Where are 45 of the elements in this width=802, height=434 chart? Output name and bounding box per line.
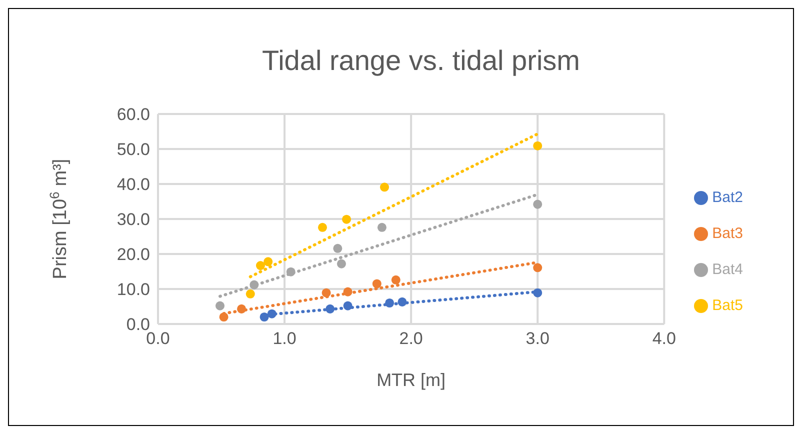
- legend-label: Bat2: [712, 188, 743, 206]
- y-tick-label: 40.0: [116, 175, 150, 194]
- chart-title: Tidal range vs. tidal prism: [261, 45, 581, 77]
- x-tick-label: 4.0: [652, 329, 676, 348]
- y-tick-label: 20.0: [116, 245, 150, 264]
- point: [256, 261, 266, 270]
- x-tick-label: 2.0: [399, 329, 423, 348]
- point: [219, 312, 228, 322]
- y-tick-label: 10.0: [116, 280, 150, 300]
- point: [336, 259, 346, 268]
- point: [246, 289, 255, 298]
- x-tick-label: 1.0: [272, 329, 296, 348]
- point: [385, 298, 394, 308]
- point: [372, 279, 382, 288]
- point: [250, 280, 259, 290]
- point: [333, 244, 342, 253]
- point: [533, 263, 542, 272]
- point: [260, 312, 269, 322]
- y-tick-label: 50.0: [116, 140, 150, 160]
- legend-label: Bat3: [712, 224, 743, 242]
- point: [326, 304, 335, 314]
- point: [533, 200, 542, 209]
- legend-label: Bat5: [712, 296, 743, 314]
- point: [343, 287, 352, 296]
- point: [318, 222, 328, 232]
- point: [398, 297, 407, 306]
- point: [286, 267, 296, 276]
- point: [380, 182, 390, 192]
- x-tick-label: 3.0: [526, 329, 550, 348]
- y-tick-label: 30.0: [116, 210, 150, 230]
- legend-label: Bat4: [712, 260, 743, 278]
- point: [391, 275, 400, 284]
- point: [215, 301, 225, 310]
- x-tick-label: 0.0: [146, 329, 170, 348]
- point: [267, 309, 276, 318]
- point: [533, 288, 542, 298]
- x-axis-title: MTR [m]: [376, 370, 446, 390]
- point: [237, 304, 246, 314]
- point: [533, 141, 542, 150]
- point: [264, 257, 273, 266]
- point: [343, 301, 352, 310]
- point: [342, 214, 352, 224]
- point: [322, 288, 331, 298]
- y-tick-label: 60.0: [116, 105, 150, 124]
- point: [377, 222, 386, 232]
